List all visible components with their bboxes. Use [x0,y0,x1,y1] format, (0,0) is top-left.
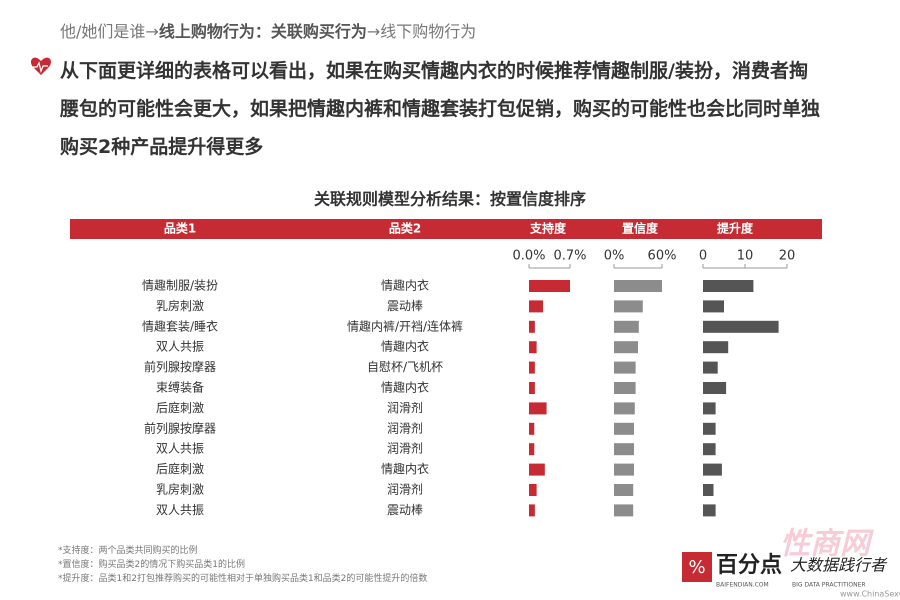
confidence-bar [614,484,634,496]
lift-bar [703,382,727,394]
lift-bar [703,443,716,456]
confidence-bar [614,361,636,374]
tick-label: 20 [779,249,796,264]
tick-label: 0% [604,249,625,264]
category1: 后庭刺激 [156,461,204,476]
category1: 前列腺按摩器 [144,420,216,435]
confidence-bar [614,422,634,435]
logo-icon [682,552,712,582]
tick-label: 0.0% [512,249,545,264]
confidence-bar [614,463,634,476]
support-bar [529,382,535,394]
header-label: 品类1 [164,221,196,236]
headline: 从下面更详细的表格可以看出，如果在购买情趣内衣的时候推荐情趣制服/装扮，消费者掏… [60,60,821,158]
header-label: 品类2 [389,221,421,236]
lift-bar [703,341,729,354]
confidence-bar [614,443,634,456]
support-bar [529,504,535,517]
lift-bar [703,320,779,333]
support-bar [529,300,544,313]
category2: 情趣内衣 [381,380,429,395]
support-bar [529,280,570,292]
category1: 情趣套装/睡衣 [142,318,218,333]
category2: 震动棒 [387,503,423,517]
lift-bar [703,300,724,313]
table-title: 关联规则模型分析结果：按置信度排序 [314,190,586,209]
tick-label: 60% [648,249,677,264]
category2: 润滑剂 [387,400,423,415]
category2: 情趣内衣 [381,278,429,293]
category1: 前列腺按摩器 [144,359,216,374]
support-bar [529,320,535,333]
tick-label: 0.7% [553,249,586,264]
heart-icon [30,57,52,75]
category1: 束缚装备 [156,381,204,395]
support-bar [529,422,535,435]
tick-label: 10 [737,249,754,264]
category1: 双人共振 [156,340,204,354]
crumb: ：关联购买行为 [254,22,367,41]
category2: 润滑剂 [387,420,423,435]
lift-bar [703,504,716,517]
logo-glyph: % [688,557,705,578]
lift-bar [703,484,714,496]
crumb: →线下购物行为 [366,22,477,41]
crumb: 他/她们是谁→ [60,22,159,41]
confidence-bar [614,504,634,517]
category1: 双人共振 [156,442,204,456]
category1: 乳房刺激 [156,482,204,497]
confidence-bar [614,280,662,292]
logo-name: 百分点 [716,552,782,578]
category1: 后庭刺激 [156,400,204,415]
crumb: 线上购物行为 [158,22,255,41]
lift-bar [703,361,718,374]
pulse-icon [33,61,48,74]
footnote: *置信度：购买品类2的情况下购买品类1的比例 [58,560,245,570]
logo-slogan-en: BIG DATA PRACTITIONER [792,582,866,589]
support-bar [529,402,547,415]
header-bar [70,219,822,239]
confidence-bar [614,300,643,313]
tick-label: 0 [699,249,707,264]
header-label: 置信度 [622,221,659,236]
category2: 情趣内衣 [381,339,429,354]
support-bar [529,443,535,456]
confidence-bar [614,382,636,394]
category1: 乳房刺激 [156,298,204,313]
header-label: 提升度 [717,221,754,236]
footnote: *支持度：两个品类共同购买的比例 [58,546,198,556]
category2: 情趣内衣 [381,461,429,476]
logo-slogan: 大数据践行者 [790,556,888,575]
support-bar [529,361,535,374]
watermark-url: www.ChinaSexQ.com [840,590,900,599]
category2: 自慰杯/飞机杯 [367,360,443,374]
confidence-bar [614,341,638,354]
lift-bar [703,422,716,435]
support-bar [529,463,545,476]
confidence-bar [614,402,635,415]
category1: 双人共振 [156,503,204,517]
logo-domain: BAIFENDIAN.COM [716,582,769,589]
category2: 润滑剂 [387,482,423,497]
watermark: 性商网 [780,527,874,562]
category2: 润滑剂 [387,441,423,456]
confidence-bar [614,320,639,333]
header-label: 支持度 [529,221,567,236]
lift-bar [703,463,722,476]
lift-bar [703,280,754,292]
category1: 情趣制服/装扮 [142,278,218,293]
support-bar [529,341,537,354]
breadcrumb: 他/她们是谁→线上购物行为：关联购买行为→线下购物行为 [60,18,476,42]
footnote: *提升度：品类1和2打包推荐购买的可能性相对于单独购买品类1和品类2的可能性提升… [58,574,428,584]
category2: 情趣内裤/开裆/连体裤 [347,318,463,333]
category2: 震动棒 [387,299,423,313]
support-bar [529,484,537,496]
lift-bar [703,402,716,415]
